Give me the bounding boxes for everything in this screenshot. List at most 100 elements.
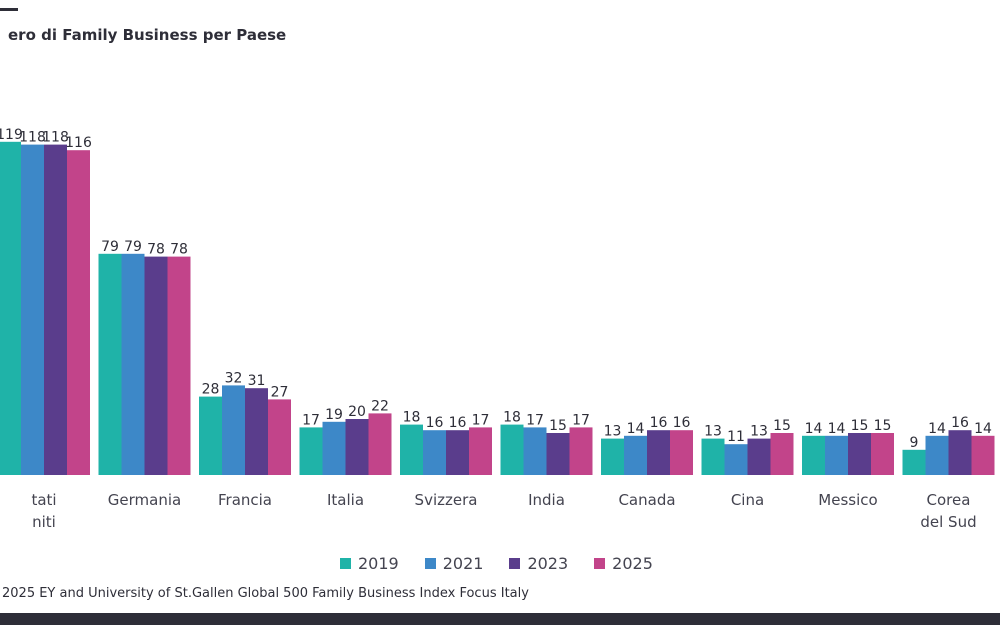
data-label-2019-5: 18	[403, 410, 421, 426]
bar-2023-4	[345, 419, 369, 475]
data-label-2023-4: 20	[348, 404, 366, 420]
bar-2021-7	[624, 435, 647, 475]
category-label-6: India	[528, 491, 565, 509]
bar-2025-7	[670, 430, 693, 475]
top-rule	[0, 8, 18, 11]
bar-2025-9	[871, 433, 894, 475]
bar-2023-1	[44, 144, 67, 475]
bar-2019-10	[902, 449, 926, 475]
legend-item-2025: 2025	[594, 554, 653, 573]
category-label-1: tati	[31, 491, 56, 509]
data-label-2019-9: 14	[805, 421, 823, 437]
category-label-7: Canada	[618, 491, 675, 509]
chart-legend: 2019 2021 2023 2025	[340, 552, 653, 574]
data-label-2021-7: 14	[627, 421, 645, 437]
bar-2023-7	[647, 430, 670, 475]
data-label-2025-5: 17	[472, 412, 490, 428]
bar-2019-5	[400, 424, 423, 475]
bar-2021-3	[222, 385, 245, 475]
bar-2025-6	[569, 427, 593, 475]
bar-2025-10	[971, 435, 995, 475]
data-label-2023-3: 31	[248, 373, 266, 389]
category-label-1: niti	[32, 513, 56, 531]
bar-2023-3	[245, 388, 268, 475]
bar-2021-2	[121, 253, 145, 475]
data-label-2021-2: 79	[124, 239, 142, 255]
category-label-2: Germania	[108, 491, 181, 509]
data-label-2025-3: 27	[271, 384, 289, 400]
data-label-2019-10: 9	[910, 435, 919, 451]
data-label-2025-2: 78	[170, 242, 188, 258]
legend-item-2023: 2023	[509, 554, 568, 573]
bar-2019-6	[500, 424, 524, 475]
data-label-2023-7: 16	[650, 415, 668, 431]
data-label-2023-8: 13	[750, 424, 768, 440]
bar-2019-8	[701, 438, 725, 475]
data-label-2019-3: 28	[202, 382, 220, 398]
bar-2023-6	[546, 433, 570, 475]
category-label-10: del Sud	[920, 513, 976, 531]
data-label-2021-4: 19	[325, 407, 343, 423]
bar-2023-2	[144, 256, 168, 475]
legend-label-2019: 2019	[358, 553, 399, 573]
bar-2025-4	[368, 413, 392, 475]
bar-2025-1	[67, 150, 90, 475]
category-label-9: Messico	[818, 491, 877, 509]
legend-swatch-2021	[424, 557, 436, 569]
bar-2023-5	[446, 430, 469, 475]
data-label-2021-10: 14	[928, 421, 946, 437]
data-label-2019-7: 13	[604, 424, 622, 440]
category-label-5: Svizzera	[415, 491, 478, 509]
legend-item-2019: 2019	[340, 554, 399, 573]
bar-2023-9	[848, 433, 871, 475]
data-label-2021-3: 32	[225, 370, 243, 386]
legend-swatch-2025	[594, 557, 606, 569]
bar-2021-6	[523, 427, 547, 475]
data-label-2021-5: 16	[426, 415, 444, 431]
data-label-2023-2: 78	[147, 242, 165, 258]
data-label-2025-4: 22	[371, 398, 389, 414]
data-label-2019-2: 79	[101, 239, 119, 255]
category-label-3: Francia	[218, 491, 272, 509]
data-label-2025-8: 15	[773, 418, 791, 434]
bar-2021-10	[925, 435, 949, 475]
data-label-2023-5: 16	[449, 415, 467, 431]
data-label-2021-1: 118	[19, 130, 46, 146]
data-label-2025-10: 14	[974, 421, 992, 437]
data-label-2023-10: 16	[951, 415, 969, 431]
bar-2025-8	[770, 433, 794, 475]
data-label-2025-6: 17	[572, 412, 590, 428]
bar-2025-5	[469, 427, 492, 475]
legend-item-2021: 2021	[424, 553, 484, 573]
data-label-2021-6: 17	[526, 412, 544, 428]
data-label-2025-1: 116	[65, 135, 92, 151]
category-label-10: Corea	[927, 491, 971, 509]
data-label-2021-8: 11	[727, 429, 745, 445]
data-label-2019-8: 13	[704, 424, 722, 440]
bar-2019-2	[98, 253, 122, 475]
bar-2019-4	[299, 427, 323, 475]
legend-label-2025: 2025	[612, 553, 653, 573]
data-label-2019-6: 18	[503, 410, 521, 426]
legend-label-2021: 2021	[442, 553, 484, 573]
data-label-2021-9: 14	[828, 421, 846, 437]
bar-2025-2	[167, 256, 191, 475]
bar-2021-9	[825, 435, 848, 475]
chart-title: ero di Family Business per Paese	[8, 26, 287, 44]
legend-swatch-2023	[509, 557, 521, 569]
legend-label-2023: 2023	[527, 553, 569, 573]
data-label-2023-6: 15	[549, 418, 567, 434]
legend-swatch-2019	[340, 557, 351, 569]
bar-2021-8	[724, 444, 748, 475]
bar-2023-8	[747, 438, 771, 475]
data-label-2019-4: 17	[302, 412, 320, 428]
bar-2021-1	[21, 144, 44, 475]
bar-2025-3	[268, 399, 291, 475]
category-label-4: Italia	[327, 491, 364, 509]
data-label-2019-1: 119	[0, 127, 23, 143]
bar-2019-7	[601, 438, 624, 475]
bar-2019-3	[199, 396, 222, 475]
source-note: 2025 EY and University of St.Gallen Glob…	[2, 586, 529, 601]
bar-2023-10	[948, 430, 972, 475]
